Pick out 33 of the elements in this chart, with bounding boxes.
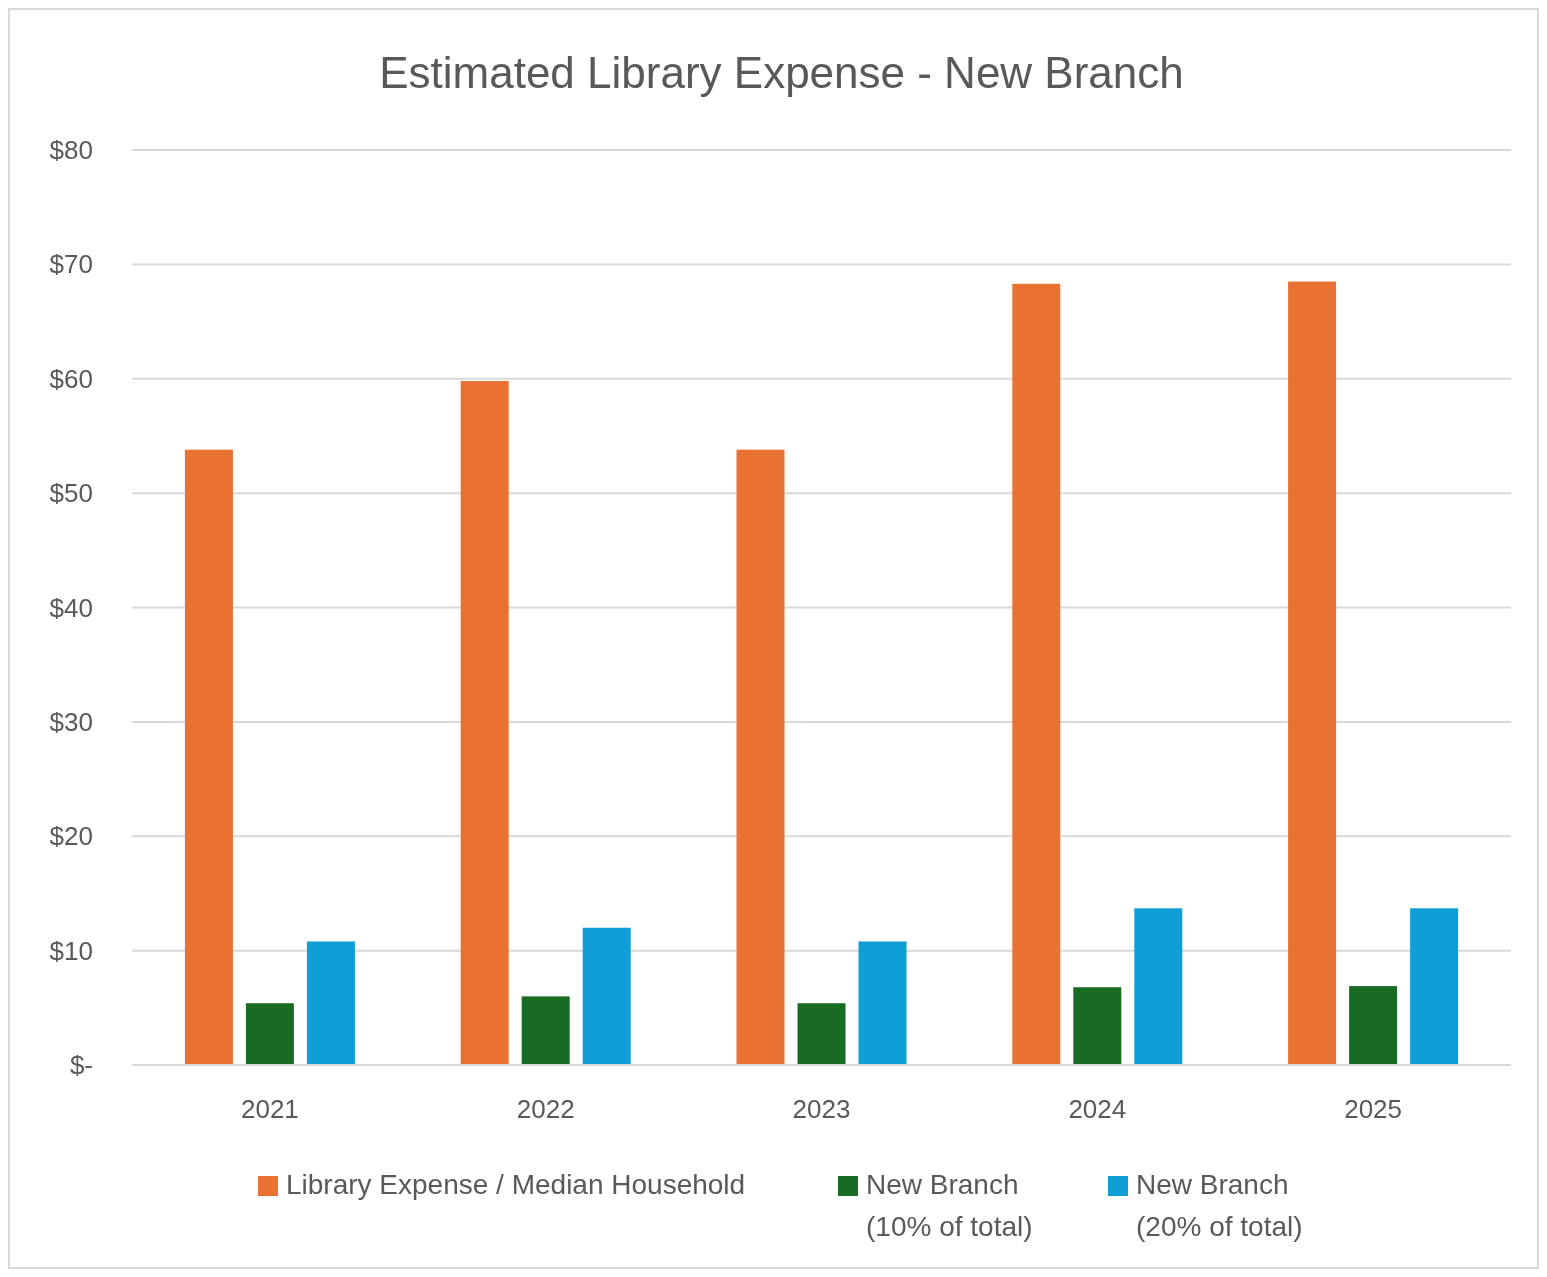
x-tick-label: 2022: [516, 1094, 575, 1124]
bar: [1012, 283, 1061, 1065]
x-tick-label: 2025: [1344, 1094, 1403, 1124]
y-tick-label: $60: [49, 363, 93, 394]
bar: [521, 996, 570, 1065]
bar: [1410, 908, 1459, 1065]
bar: [736, 449, 785, 1065]
x-tick-label: 2021: [240, 1094, 299, 1124]
bar: [1134, 908, 1183, 1065]
bar: [582, 927, 631, 1065]
legend-label: New Branch (20% of total): [1136, 1169, 1303, 1242]
y-tick-label: $-: [69, 1050, 93, 1081]
bar: [1073, 987, 1122, 1065]
legend-label: New Branch (10% of total): [866, 1169, 1033, 1242]
x-tick-label: 2024: [1068, 1094, 1127, 1124]
bar: [460, 381, 509, 1065]
chart-title: Estimated Library Expense - New Branch: [379, 48, 1184, 97]
bar: [1288, 281, 1337, 1065]
y-tick-label: $10: [49, 935, 93, 966]
bar: [245, 1003, 294, 1065]
bar: [306, 941, 355, 1065]
y-tick-label: $20: [49, 821, 93, 852]
legend-label: Library Expense / Median Household: [286, 1169, 746, 1200]
bar: [797, 1003, 846, 1065]
bar: [184, 449, 233, 1065]
y-tick-label: $40: [49, 592, 93, 623]
y-tick-label: $50: [49, 478, 93, 509]
y-tick-label: $30: [49, 706, 93, 737]
y-tick-label: $80: [49, 135, 93, 166]
bar: [858, 941, 907, 1065]
bar: [1349, 986, 1398, 1065]
x-tick-label: 2023: [792, 1094, 851, 1124]
y-tick-label: $70: [49, 249, 93, 280]
